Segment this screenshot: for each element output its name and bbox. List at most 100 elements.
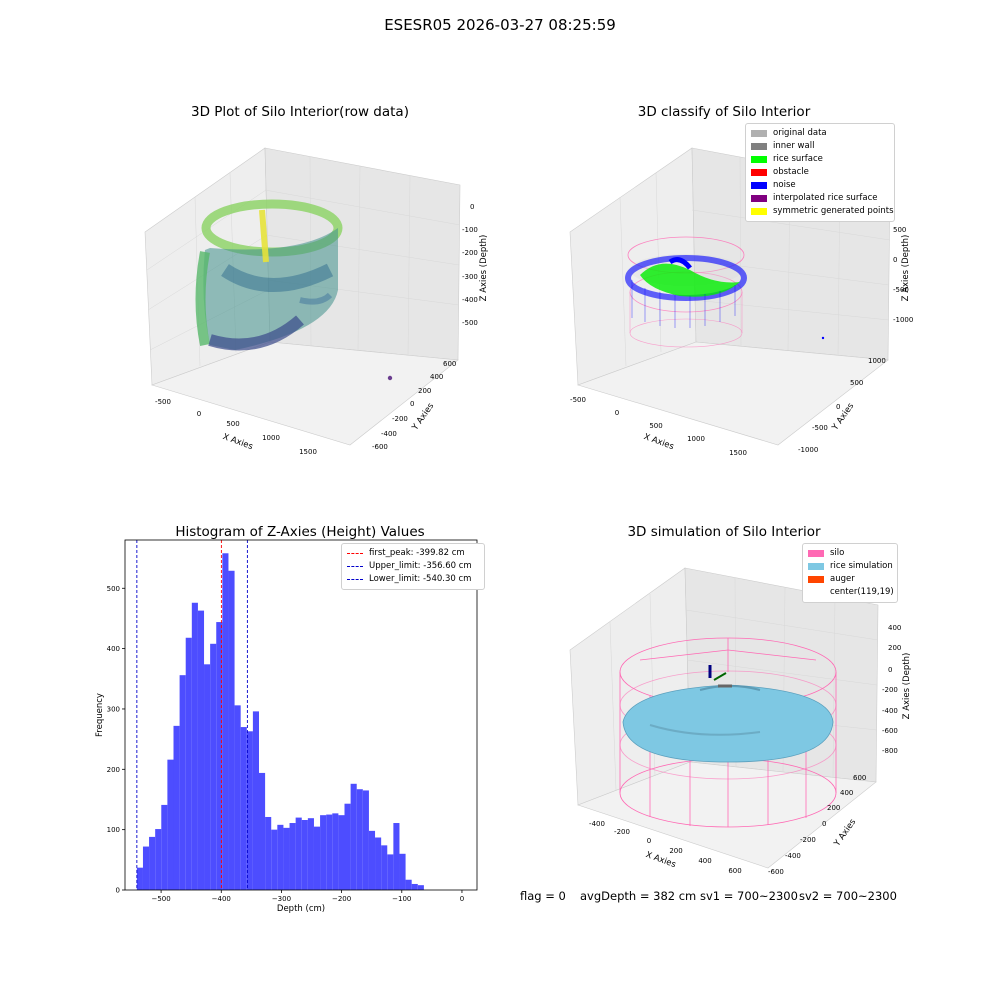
histogram-bar (185, 637, 192, 890)
histogram-y-tick-label: 100 (107, 826, 120, 834)
classify-legend-swatch (751, 130, 767, 137)
simulation-ytick: -600 (768, 868, 784, 876)
simulation-xtick: -200 (614, 828, 630, 836)
histogram-y-tick-label: 200 (107, 766, 120, 774)
histogram-bar (393, 823, 400, 890)
histogram-bar (344, 803, 351, 890)
histogram-bar (216, 622, 223, 890)
simulation-ytick: 400 (840, 789, 853, 797)
simulation-legend-entry: center(119,19) (808, 586, 894, 599)
classify-legend-label: inner wall (773, 141, 815, 151)
classify-x-ticks: -500 0 500 1000 1500 (570, 396, 747, 457)
histogram-bar (350, 783, 357, 890)
histogram-legend-entry: Upper_limit: -356.60 cm (347, 560, 479, 573)
flag-text: flag = 0 (520, 889, 566, 903)
histogram-y-tick-label: 400 (107, 645, 120, 653)
histogram-bar (259, 772, 266, 890)
figure-title: ESESR05 2026-03-27 08:25:59 (384, 16, 616, 34)
classify-legend-swatch (751, 156, 767, 163)
histogram-bar (265, 816, 272, 890)
raw-point-cloud (195, 199, 393, 381)
raw-ztick: -400 (462, 296, 478, 304)
simulation-y-label: Y Axies (832, 817, 859, 849)
classify-legend-entry: original data (751, 127, 889, 140)
histogram-bar (210, 643, 217, 890)
raw-xtick: 500 (226, 420, 239, 428)
histogram-bar (173, 725, 180, 890)
raw-xtick: 0 (197, 410, 201, 418)
simulation-ytick: 200 (827, 804, 840, 812)
simulation-xtick: 0 (647, 837, 651, 845)
raw-ytick: -400 (381, 430, 397, 438)
classify-legend-swatch (751, 208, 767, 215)
raw-ztick: -500 (462, 319, 478, 327)
simulation-xtick: -400 (589, 820, 605, 828)
simulation-legend-entry: silo (808, 547, 892, 560)
simulation-ytick: -200 (800, 836, 816, 844)
histogram-y-ticks: 0 100 200 300 400 500 (107, 585, 125, 895)
histogram-y-label: Frequency (95, 693, 105, 737)
histogram-bar (222, 553, 229, 890)
raw-y-ticks: -600 -400 -200 0 200 400 600 (372, 360, 456, 451)
histogram-x-ticks: −500 −400 −300 −200 −100 0 (151, 890, 464, 903)
histogram-legend-label: first_peak: -399.82 cm (369, 548, 465, 558)
simulation-ztick: 200 (888, 644, 901, 652)
histogram-bar (161, 804, 168, 890)
classify-ytick: 1000 (868, 357, 886, 365)
classify-ytick: -500 (812, 424, 828, 432)
simulation-y-ticks: -600 -400 -200 0 200 400 600 (768, 774, 866, 876)
raw-ztick: -300 (462, 273, 478, 281)
simulation-legend-swatch (808, 550, 824, 557)
histogram-legend-label: Upper_limit: -356.60 cm (369, 561, 472, 571)
histogram-bar (149, 836, 156, 890)
simulation-ytick: 0 (822, 820, 826, 828)
histogram-bar (155, 829, 162, 890)
simulation-xtick: 200 (669, 847, 682, 855)
histogram-bar (338, 815, 345, 890)
simulation-ztick: -600 (882, 727, 898, 735)
histogram-bar (313, 826, 321, 890)
classify-z-ticks: 500 0 -500 -1000 (893, 226, 913, 324)
simulation-legend-label: auger (830, 574, 855, 584)
histogram-bar (295, 817, 302, 890)
classify-xtick: -500 (570, 396, 586, 404)
classify-z-label: Z Axies (Depth) (901, 235, 911, 302)
histogram-bar (368, 830, 376, 890)
histogram-bar (399, 853, 406, 890)
histogram-bar (179, 675, 186, 890)
histogram-bar (375, 837, 382, 890)
histogram-bar (411, 883, 418, 890)
simulation-legend-entry: auger (808, 573, 892, 586)
classify-xtick: 0 (615, 409, 619, 417)
simulation-ytick: -400 (785, 852, 801, 860)
histogram-y-tick-label: 0 (116, 887, 120, 895)
raw-xtick: 1000 (262, 434, 280, 442)
simulation-legend-entry: rice simulation (808, 560, 893, 573)
raw-3d-plot: -500 0 500 1000 1500 X Axies -600 -400 -… (144, 147, 489, 456)
simulation-ztick: 0 (888, 666, 892, 674)
histogram-x-tick-label: −500 (151, 895, 170, 903)
classify-legend-swatch (751, 195, 767, 202)
histogram-bar (271, 829, 278, 890)
histogram-y-tick-label: 300 (107, 705, 120, 713)
raw-plot-title: 3D Plot of Silo Interior(row data) (191, 104, 409, 120)
histogram-y-tick-label: 500 (107, 585, 120, 593)
rice-simulation-surface (622, 684, 834, 763)
raw-ytick: -200 (392, 415, 408, 423)
simulation-x-ticks: -400 -200 0 200 400 600 (589, 820, 742, 875)
histogram-x-tick-label: 0 (460, 895, 464, 903)
classify-xtick: 1000 (687, 435, 705, 443)
simulation-3d-plot: -400 -200 0 200 400 600 X Axies -600 -40… (569, 567, 912, 876)
histogram-bar (301, 820, 308, 890)
classify-legend-label: rice surface (773, 154, 823, 164)
classify-legend-label: noise (773, 180, 796, 190)
simulation-legend: silo rice simulation auger center(119,19) (802, 543, 898, 603)
histogram-legend: first_peak: -399.82 cm Upper_limit: -356.… (341, 543, 485, 590)
simulation-ztick: 400 (888, 624, 901, 632)
histogram-bar (204, 664, 211, 890)
histogram-bar (197, 610, 205, 890)
histogram-legend-entry: first_peak: -399.82 cm (347, 547, 479, 560)
histogram-chart: −500 −400 −300 −200 −100 0 0 100 200 300 400 500 D… (95, 539, 478, 914)
classify-legend-swatch (751, 143, 767, 150)
sv2-text: sv2 = 700~2300 (799, 889, 897, 903)
